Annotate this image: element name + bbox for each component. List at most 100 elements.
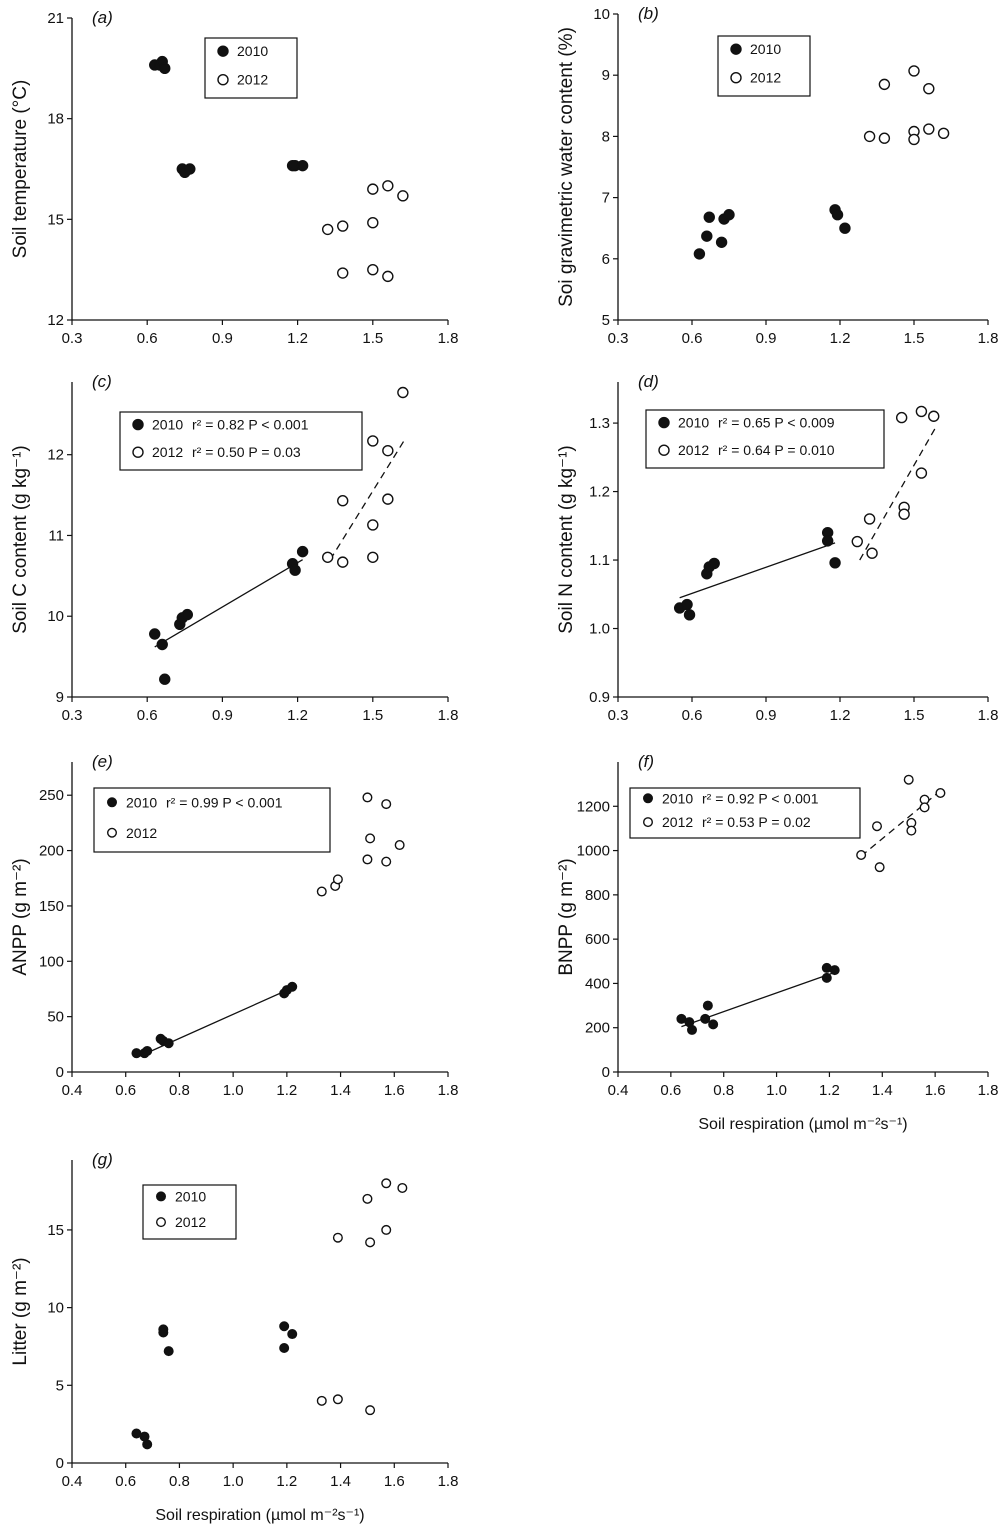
data-point-2010: [708, 557, 720, 570]
y-tick-label: 800: [585, 887, 610, 904]
legend-label-2010: 2010: [126, 794, 157, 810]
y-axis-title: BNPP (g m⁻²): [556, 858, 577, 975]
y-tick-label: 11: [48, 527, 64, 544]
data-point-2012: [851, 535, 863, 548]
legend-stats-2012: r² = 0.53 P = 0.02: [702, 814, 811, 830]
y-tick-label: 15: [47, 1222, 64, 1239]
y-axis-title: Soi gravimetric water content (%): [556, 27, 577, 307]
panel-d: 0.3 0.6 0.9 1.2 1.5 1.8 0.9 1.0 1.1 1.2 1.3 Soil N …: [556, 372, 998, 724]
y-tick-label: 12: [47, 447, 64, 464]
data-point-2010: [829, 965, 840, 976]
data-point-2010: [681, 598, 693, 611]
y-tick-label: 400: [585, 975, 610, 992]
data-point-2012: [337, 556, 349, 568]
legend-label-2010: 2010: [175, 1188, 206, 1204]
panel-g: 0.4 0.6 0.8 1.0 1.2 1.4 1.6 1.8 0 5 10 15 Litter (g …: [10, 1150, 458, 1524]
data-point-2012: [365, 833, 376, 844]
x-tick-label: 1.8: [438, 1082, 459, 1099]
x-tick-label: 0.6: [660, 1082, 681, 1099]
y-tick-label: 10: [47, 608, 64, 625]
x-tick-label: 1.0: [223, 1082, 244, 1099]
panel-c: 0.3 0.6 0.9 1.2 1.5 1.8 9 10 11 12 Soil C content …: [10, 372, 458, 724]
data-point-2012: [367, 435, 379, 447]
y-tick-label: 0: [56, 1455, 64, 1472]
legend-marker-2012: [730, 72, 742, 84]
y-tick-label: 100: [39, 953, 64, 970]
data-point-2012: [367, 216, 379, 229]
y-tick-label: 7: [602, 190, 610, 207]
data-point-2010: [159, 673, 171, 685]
y-tick-label: 9: [602, 67, 610, 84]
legend-label-2012: 2012: [126, 825, 157, 841]
panel-a: 0.3 0.6 0.9 1.2 1.5 1.8 12 15 18 21 Soil temperatu…: [10, 8, 458, 347]
y-tick-label: 0: [602, 1064, 610, 1081]
panel-label: (g): [92, 1150, 113, 1169]
data-point-2012: [923, 82, 935, 95]
data-point-2012: [381, 1224, 392, 1235]
x-tick-label: 1.2: [830, 707, 851, 724]
x-tick-label: 1.6: [925, 1082, 946, 1099]
y-tick-label: 8: [602, 128, 610, 145]
panel-b: 0.3 0.6 0.9 1.2 1.5 1.8 5 6 7 8 9 10 Soi gravimetric…: [556, 4, 998, 347]
legend-label-2012: 2012: [662, 814, 693, 830]
data-point-2012: [878, 78, 891, 91]
x-tick-label: 1.8: [978, 1082, 999, 1099]
data-point-2012: [397, 386, 409, 399]
data-point-2012: [362, 854, 373, 865]
legend-marker-2012: [658, 444, 670, 456]
data-point-2012: [332, 874, 343, 885]
y-tick-label: 1000: [577, 843, 610, 860]
data-point-2010: [831, 209, 844, 221]
data-point-2012: [316, 886, 327, 897]
data-point-2010: [142, 1045, 153, 1056]
data-point-2012: [923, 123, 935, 135]
data-point-2010: [703, 211, 715, 223]
x-tick-label: 1.0: [766, 1082, 787, 1099]
x-tick-label: 1.5: [362, 330, 383, 347]
y-axis-title: Soil temperature (°C): [10, 80, 31, 259]
data-point-2012: [856, 850, 867, 861]
x-tick-label: 1.5: [904, 707, 925, 724]
y-tick-label: 10: [47, 1300, 64, 1317]
data-point-2012: [332, 1232, 343, 1243]
data-point-2010: [163, 1038, 174, 1049]
data-point-2010: [702, 1000, 713, 1011]
legend-marker-2012: [217, 74, 229, 86]
data-point-2012: [919, 802, 930, 813]
data-point-2010: [296, 545, 309, 558]
legend-stats-2010: r² = 0.99 P < 0.001: [166, 794, 283, 810]
legend-stats-2010: r² = 0.65 P < 0.009: [718, 415, 835, 431]
data-point-2010: [839, 222, 851, 234]
x-tick-label: 0.8: [713, 1082, 734, 1099]
x-tick-label: 0.9: [756, 707, 777, 724]
data-point-2012: [367, 183, 379, 195]
data-point-2012: [863, 130, 876, 143]
legend-marker-2010: [643, 793, 654, 804]
x-tick-label: 1.8: [438, 330, 459, 347]
panel-label: (a): [92, 8, 113, 27]
y-tick-label: 12: [47, 312, 64, 329]
trendline-2010: [154, 559, 303, 648]
y-axis-title: Soil N content (g kg⁻¹): [556, 445, 577, 634]
y-axis-title: ANPP (g m⁻²): [10, 858, 31, 975]
x-tick-label: 0.6: [137, 707, 158, 724]
data-point-2012: [872, 821, 883, 832]
x-tick-label: 0.9: [212, 330, 233, 347]
data-point-2010: [163, 1346, 174, 1357]
data-point-2012: [915, 405, 928, 418]
x-tick-label: 0.6: [115, 1082, 136, 1099]
legend-marker-2010: [132, 418, 144, 431]
x-tick-label: 1.2: [287, 330, 308, 347]
data-point-2012: [866, 547, 878, 559]
x-tick-label: 1.8: [978, 707, 999, 724]
data-point-2010: [723, 209, 735, 221]
data-point-2010: [289, 564, 301, 576]
data-point-2012: [908, 65, 920, 77]
data-point-2010: [142, 1439, 153, 1450]
panel-label: (f): [638, 752, 654, 771]
data-point-2012: [908, 133, 920, 146]
panel-label: (d): [638, 372, 659, 391]
x-axis-title: Soil respiration (µmol m⁻²s⁻¹): [155, 1507, 364, 1524]
data-point-2010: [693, 248, 706, 260]
